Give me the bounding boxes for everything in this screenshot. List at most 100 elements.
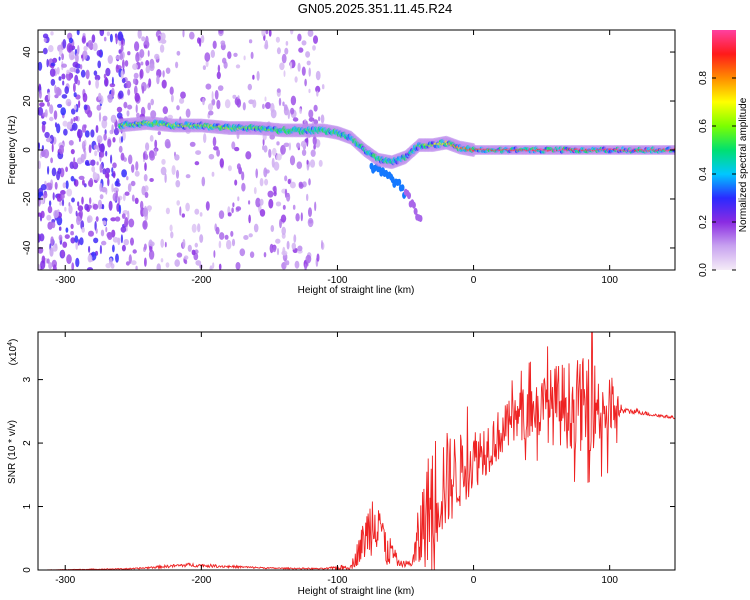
heatmap-noise-cell (313, 144, 316, 150)
heatmap-noise-cell (253, 223, 259, 233)
heatmap-noise-cell (125, 261, 130, 266)
heatmap-noise-cell (208, 110, 214, 116)
heatmap-noise-cell (68, 37, 73, 44)
y-tick-label: 40 (22, 46, 33, 58)
heatmap-noise-cell (265, 30, 269, 35)
heatmap-noise-cell (38, 246, 44, 254)
heatmap-noise-cell (191, 223, 197, 233)
heatmap-noise-cell (218, 210, 225, 220)
heatmap-noise-cell (235, 64, 241, 69)
heatmap-noise-cell (160, 238, 164, 248)
heatmap-noise-cell (97, 199, 103, 210)
heatmap-noise-cell (241, 171, 245, 181)
heatmap-noise-cell (87, 40, 93, 49)
heatmap-noise-cell (301, 66, 306, 76)
heatmap-noise-cell (94, 150, 98, 157)
colorbar-tick-label: 0.2 (698, 215, 709, 229)
heatmap-noise-cell (84, 203, 89, 211)
heatmap-noise-cell (268, 198, 274, 209)
heatmap-noise-cell (280, 214, 287, 223)
heatmap-noise-cell (161, 158, 166, 165)
heatmap-noise-cell (134, 92, 140, 102)
heatmap-noise-cell (157, 35, 161, 41)
heatmap-noise-cell (110, 217, 117, 222)
heatmap-noise-cell (133, 72, 139, 79)
heatmap-noise-cell (201, 176, 206, 187)
heatmap-noise-cell (40, 195, 45, 205)
heatmap-noise-cell (112, 244, 115, 253)
heatmap-noise-cell (44, 131, 50, 139)
heatmap-noise-cell (164, 241, 167, 248)
heatmap-noise-cell (96, 104, 102, 111)
heatmap-noise-cell (50, 236, 54, 246)
heatmap-noise-cell (154, 53, 160, 60)
heatmap-noise-cell (103, 73, 107, 79)
heatmap-noise-cell (70, 231, 74, 236)
snr-y-ticks: 0 1 2 3 (22, 376, 675, 573)
heatmap-noise-cell (224, 99, 231, 109)
heatmap-noise-cell (159, 44, 165, 53)
heatmap-noise-cell (237, 196, 240, 202)
heatmap-noise-cell (120, 152, 125, 161)
heatmap-noise-cell (122, 59, 125, 70)
heatmap-noise-cell (175, 180, 181, 188)
heatmap-noise-cell (140, 200, 144, 211)
heatmap-noise-cell (171, 165, 176, 176)
heatmap-noise-cell (255, 168, 258, 179)
heatmap-noise-cell (94, 221, 97, 231)
heatmap-noise-cell (105, 150, 108, 157)
spectrogram-x-ticks: -300 -200 -100 0 100 (55, 30, 618, 286)
heatmap-noise-cell (170, 231, 174, 239)
heatmap-branch-cell (397, 178, 402, 186)
heatmap-noise-cell (248, 200, 251, 205)
heatmap-noise-cell (305, 51, 311, 58)
heatmap-noise-cell (235, 206, 242, 212)
heatmap-noise-cell (296, 142, 301, 149)
heatmap-noise-cell (306, 159, 309, 165)
heatmap-noise-cell (256, 70, 260, 81)
heatmap-noise-cell (123, 239, 129, 246)
heatmap-noise-cell (149, 178, 154, 182)
heatmap-noise-cell (130, 237, 134, 246)
heatmap-noise-cell (91, 34, 96, 43)
heatmap-noise-cell (267, 190, 274, 198)
heatmap-noise-cell (61, 53, 64, 61)
heatmap-noise-cell (85, 69, 90, 80)
heatmap-noise-cell (90, 159, 96, 166)
heatmap-noise-cell (90, 129, 95, 138)
heatmap-noise-cell (61, 73, 66, 80)
x-tick-label: -300 (55, 575, 75, 586)
heatmap-noise-cell (56, 67, 60, 75)
heatmap-noise-cell (214, 90, 219, 100)
heatmap-noise-cell (127, 104, 133, 110)
heatmap-noise-cell (117, 31, 123, 41)
heatmap-noise-cell (38, 160, 41, 170)
heatmap-noise-cell (123, 101, 128, 109)
y-tick-label: 3 (22, 376, 33, 382)
heatmap-noise-cell (92, 42, 98, 52)
heatmap-noise-cell (53, 110, 58, 120)
heatmap-noise-cell (127, 210, 130, 220)
heatmap-noise-cell (219, 158, 224, 168)
heatmap-noise-cell (102, 168, 107, 175)
heatmap-noise-cell (139, 68, 144, 79)
heatmap-noise-cell (289, 155, 296, 166)
heatmap-noise-cell (107, 55, 114, 64)
heatmap-noise-cell (100, 229, 105, 237)
heatmap-noise-cell (212, 40, 217, 49)
heatmap-noise-cell (149, 241, 155, 247)
heatmap-noise-cell (49, 116, 54, 122)
snr-frame (37, 331, 676, 571)
heatmap-noise-cell (128, 254, 132, 264)
heatmap-noise-cell (40, 260, 46, 270)
heatmap-noise-cell (263, 167, 268, 178)
heatmap-noise-cell (208, 153, 215, 160)
heatmap-noise-cell (92, 203, 99, 210)
heatmap-noise-cell (287, 109, 290, 120)
heatmap-noise-cell (87, 179, 93, 187)
heatmap-noise-cell (270, 225, 275, 232)
heatmap-noise-cell (252, 99, 257, 108)
heatmap-noise-cell (105, 226, 108, 233)
heatmap-noise-cell (65, 227, 69, 233)
heatmap-noise-cell (273, 161, 280, 171)
